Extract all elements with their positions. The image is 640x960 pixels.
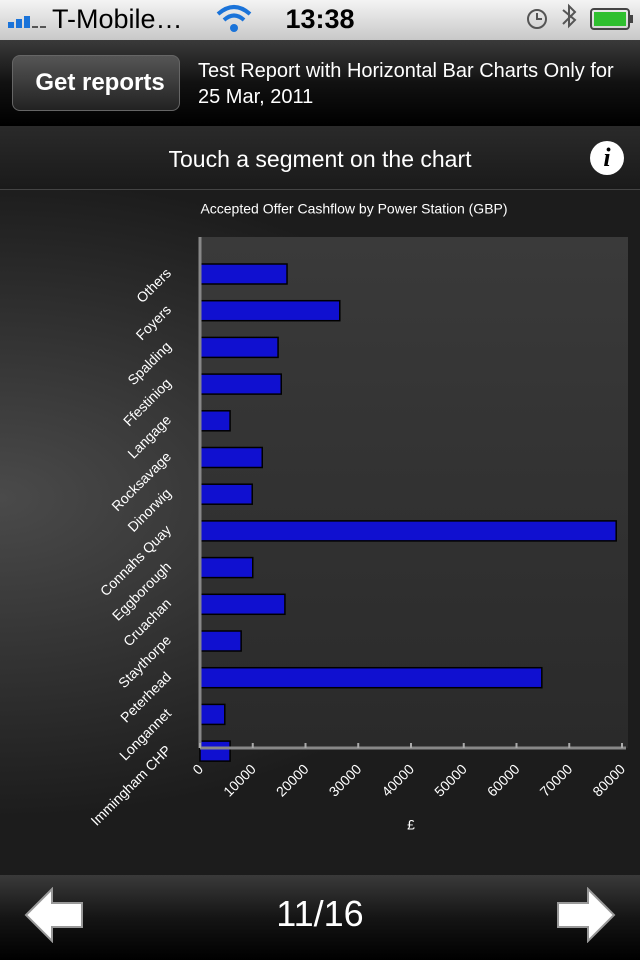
chart-title: Accepted Offer Cashflow by Power Station… — [200, 201, 507, 217]
bar[interactable] — [199, 593, 286, 616]
bar[interactable] — [199, 446, 263, 469]
status-icons — [527, 3, 633, 30]
wifi-icon — [216, 5, 252, 32]
toolbar: 11/16 — [0, 875, 640, 960]
bar[interactable] — [199, 336, 279, 359]
prev-button[interactable] — [24, 887, 84, 943]
next-button[interactable] — [556, 887, 616, 943]
carrier: T-Mobile… — [52, 4, 183, 34]
report-title: Test Report with Horizontal Bar Charts O… — [198, 60, 614, 108]
bar[interactable] — [199, 483, 253, 505]
hint-text: Touch a segment on the chart — [168, 146, 472, 172]
hint-bar: Touch a segment on the chart i — [0, 126, 640, 190]
bar[interactable] — [199, 703, 226, 726]
chart: Accepted Offer Cashflow by Power Station… — [87, 201, 628, 833]
bar[interactable] — [199, 666, 543, 689]
bar[interactable] — [199, 556, 254, 579]
y-tick-label: Others — [133, 265, 174, 306]
nav-bar: Get reports Test Report with Horizontal … — [0, 40, 640, 126]
y-tick-label: Foyers — [133, 302, 175, 344]
page-indicator: 11/16 — [276, 893, 364, 934]
chart-area: Accepted Offer Cashflow by Power Station… — [0, 190, 640, 875]
back-button[interactable]: Get reports — [12, 55, 180, 111]
clock: 13:38 — [285, 4, 355, 34]
bar[interactable] — [199, 520, 617, 542]
x-axis-label: £ — [407, 817, 415, 833]
status-bar: T-Mobile… 13:38 — [0, 0, 640, 40]
bar[interactable] — [199, 410, 231, 432]
info-button[interactable]: i — [590, 141, 624, 175]
plot-background — [200, 237, 628, 748]
bar[interactable] — [199, 740, 231, 762]
signal-icon — [8, 16, 46, 28]
bar[interactable] — [199, 299, 341, 322]
bar[interactable] — [199, 373, 282, 395]
bar[interactable] — [199, 630, 242, 652]
bar[interactable] — [199, 263, 288, 285]
